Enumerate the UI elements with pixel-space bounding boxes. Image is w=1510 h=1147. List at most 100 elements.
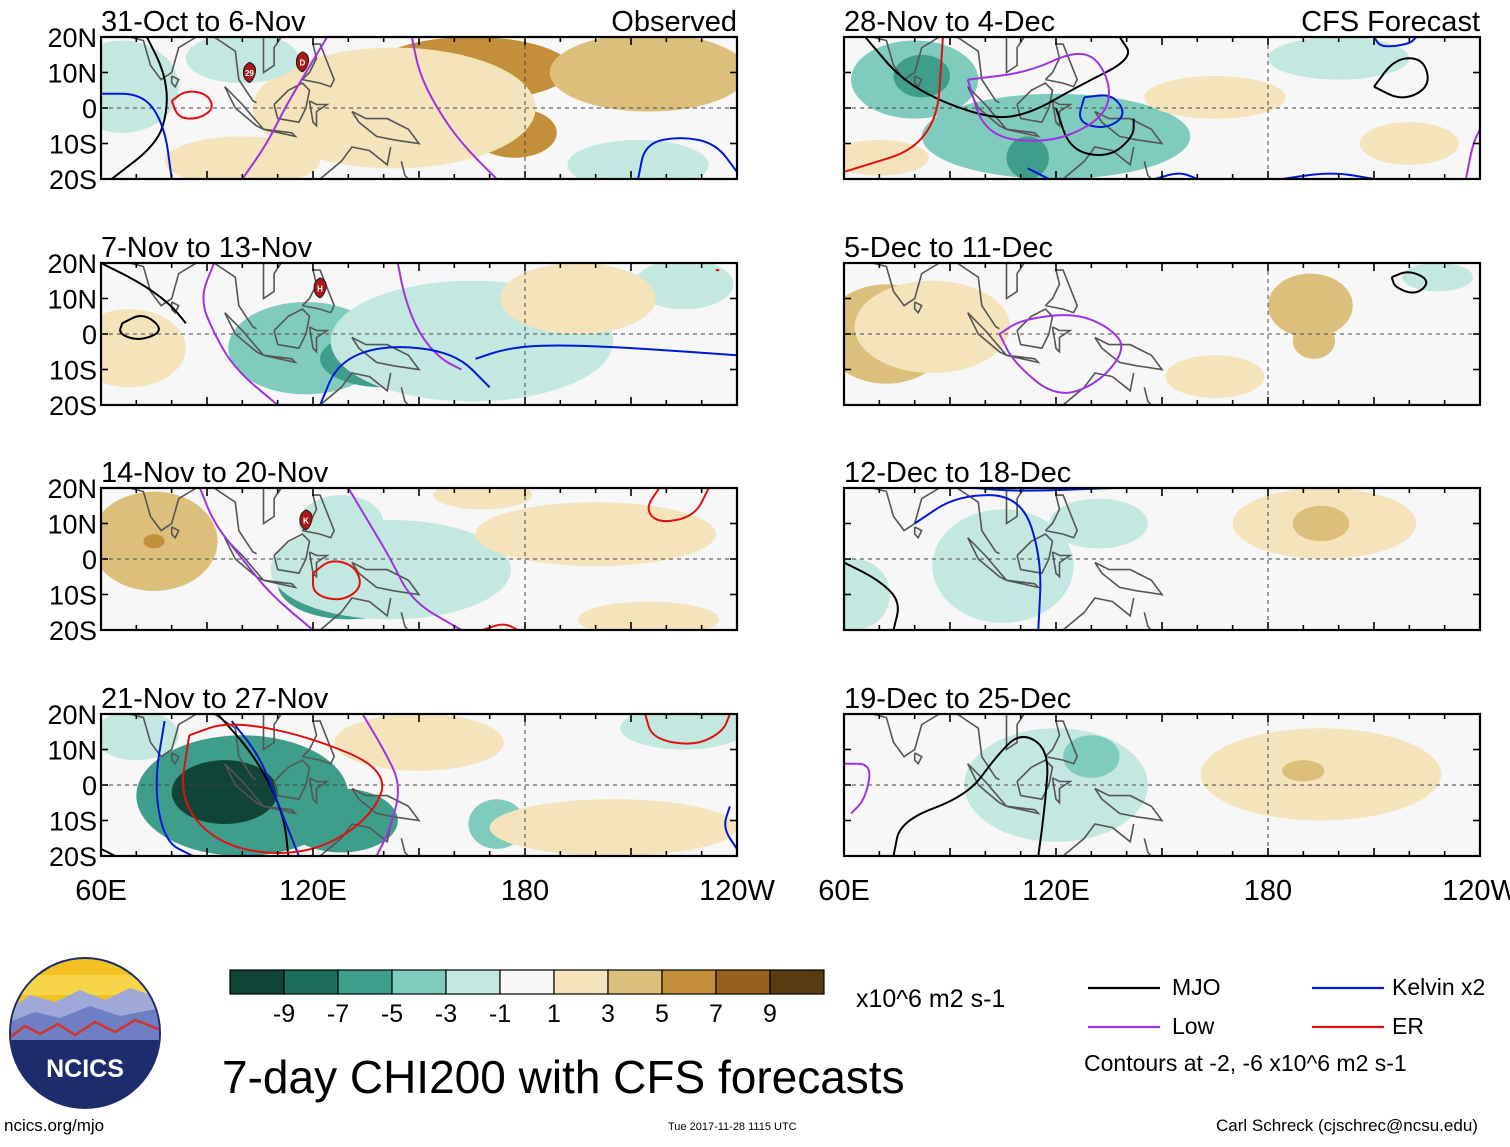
coastline xyxy=(129,37,197,81)
coastline xyxy=(966,537,1008,582)
anomaly-blob xyxy=(1144,76,1286,119)
chart-title: 7-day CHI200 with CFS forecasts xyxy=(222,1051,905,1103)
coastline xyxy=(913,75,923,89)
anomaly-blob xyxy=(433,488,533,510)
coastline xyxy=(301,720,336,765)
anomaly-blob xyxy=(578,601,720,630)
contour-low xyxy=(241,37,328,179)
coastline xyxy=(1051,777,1073,805)
y-tick-label: 0 xyxy=(82,771,97,801)
anomaly-blob xyxy=(1402,263,1473,292)
anomaly-blob xyxy=(1006,136,1049,179)
coastline xyxy=(1005,714,1025,751)
contour-mjo xyxy=(119,315,160,340)
coastline xyxy=(1094,787,1164,822)
coastline xyxy=(1005,488,1025,525)
anomaly-blob xyxy=(1268,273,1353,338)
y-tick-label: 0 xyxy=(82,94,97,124)
storm-label: 29 xyxy=(245,69,254,78)
contour-kelvin xyxy=(1079,94,1124,128)
logo-text: NCICS xyxy=(46,1055,124,1083)
footer-url[interactable]: ncics.org/mjo xyxy=(4,1116,105,1135)
storm-label: K xyxy=(303,516,309,525)
coastline xyxy=(1044,43,1079,88)
y-tick-label: 10S xyxy=(49,130,97,160)
colorbar-swatch xyxy=(499,969,555,995)
contour-kelvin xyxy=(1027,167,1050,179)
contour-mjo xyxy=(1055,107,1135,157)
contour-kelvin xyxy=(914,494,1042,630)
anomaly-blob xyxy=(1268,37,1410,80)
contour-low xyxy=(410,37,498,179)
anomaly-blob xyxy=(284,788,398,853)
anomaly-blob xyxy=(1282,760,1325,782)
coastline xyxy=(872,263,940,307)
coastline xyxy=(263,128,298,138)
coastline xyxy=(223,537,265,582)
coastline xyxy=(1060,19,1064,30)
coastline xyxy=(301,43,336,88)
x-tick-label: 180 xyxy=(1244,875,1292,907)
panel-p6: 5-Dec to 11-Dec xyxy=(842,232,1482,407)
colorbar-swatch xyxy=(283,969,339,995)
coastline xyxy=(351,561,421,596)
anomaly-blob xyxy=(1063,735,1120,778)
coastline xyxy=(351,110,421,145)
contour-er xyxy=(312,560,361,601)
coastline xyxy=(1062,146,1135,179)
legend xyxy=(1088,986,1384,1029)
coastline xyxy=(1094,336,1164,371)
x-tick-label: 60E xyxy=(75,875,127,907)
coastline xyxy=(319,146,392,179)
colorbar-swatch xyxy=(607,969,663,995)
y-tick-label: 10S xyxy=(49,581,97,611)
coastline xyxy=(872,714,940,758)
contour-low xyxy=(1464,128,1480,179)
coastline xyxy=(273,533,311,575)
footer-timestamp: Tue 2017-11-28 1115 UTC xyxy=(668,1121,797,1133)
anomaly-blob xyxy=(567,139,709,179)
storm-label: H xyxy=(317,284,323,293)
y-tick-label: 0 xyxy=(82,545,97,575)
coastline xyxy=(966,312,1008,357)
anomaly-blob xyxy=(1292,505,1350,542)
y-tick-label: 20S xyxy=(49,616,97,646)
coastline xyxy=(1006,805,1041,815)
coastline xyxy=(1005,37,1025,74)
coastline xyxy=(400,161,409,179)
colorbar-tick-label: -9 xyxy=(273,1000,295,1028)
coastline xyxy=(263,354,298,364)
y-tick-label: 10S xyxy=(49,807,97,837)
anomaly-blob xyxy=(549,37,737,112)
panel-period-title: 28-Nov to 4-Dec xyxy=(844,6,1055,38)
y-tick-label: 20S xyxy=(49,391,97,421)
coastline xyxy=(308,326,330,354)
contour-kelvin xyxy=(101,92,173,179)
contour-low xyxy=(844,762,871,815)
coastline xyxy=(913,301,923,315)
coastline xyxy=(262,37,282,74)
coastline xyxy=(319,372,392,405)
contour-low xyxy=(347,488,462,630)
anomaly-blob xyxy=(1165,355,1265,398)
coastline xyxy=(956,714,1000,781)
contour-low xyxy=(998,314,1123,394)
coastline xyxy=(319,823,392,856)
colorbar-tick-label: 3 xyxy=(601,1000,615,1028)
colorbar-swatch xyxy=(229,969,285,995)
coastline xyxy=(913,752,923,766)
column-label: CFS Forecast xyxy=(1301,6,1480,38)
colorbar-swatch xyxy=(661,969,717,995)
y-tick-label: 20S xyxy=(49,165,97,195)
legend-label-low: Low xyxy=(1172,1013,1215,1039)
anomaly-blob xyxy=(1292,323,1336,359)
contour-mjo xyxy=(1373,57,1429,99)
y-tick-label: 10N xyxy=(47,736,97,766)
contour-er xyxy=(647,488,710,523)
contour-kelvin xyxy=(319,346,491,405)
coastline xyxy=(1016,759,1054,801)
footer-author: Carl Schreck (cjschrec@ncsu.edu) xyxy=(1216,1116,1478,1135)
contour-mjo xyxy=(864,37,1129,119)
